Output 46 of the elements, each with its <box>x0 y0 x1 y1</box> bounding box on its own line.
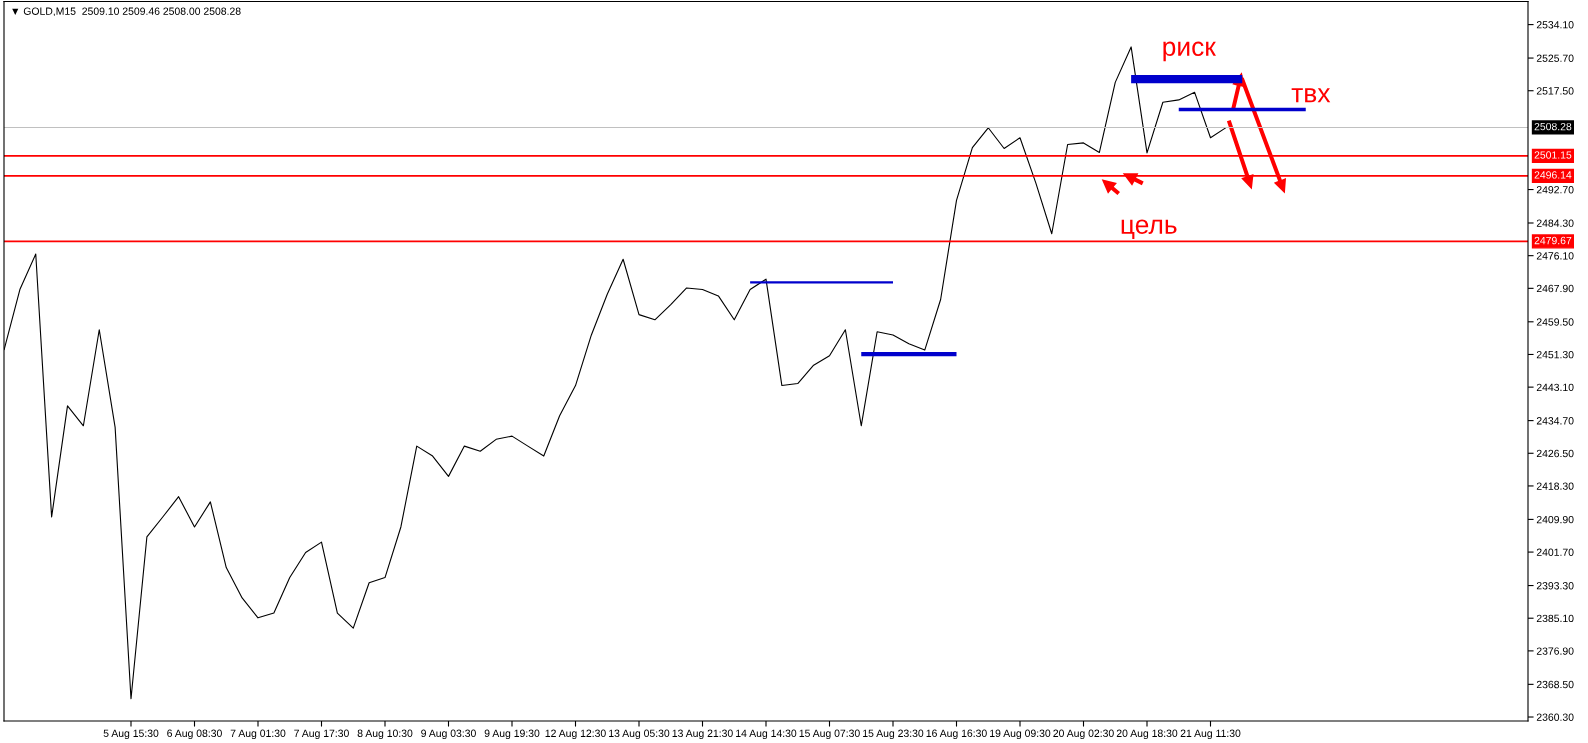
x-tick-label: 21 Aug 11:30 <box>1180 729 1241 740</box>
y-tick-label: 2476.10 <box>1536 252 1574 260</box>
y-tick-label: 2409.90 <box>1536 515 1574 524</box>
y-tick-label: 2492.70 <box>1536 186 1574 194</box>
y-tick-label: 2484.30 <box>1536 219 1574 227</box>
x-tick-label: 7 Aug 17:30 <box>294 729 349 740</box>
y-tick-label: 2393.30 <box>1536 582 1574 590</box>
x-tick-label: 13 Aug 21:30 <box>672 729 733 740</box>
x-tick-label: 14 Aug 14:30 <box>736 729 797 740</box>
x-tick-label: 8 Aug 10:30 <box>357 729 413 740</box>
x-tick-label: 9 Aug 03:30 <box>421 729 476 740</box>
ref-line-label: 2508.28 <box>1534 122 1572 131</box>
x-tick-label: 20 Aug 02:30 <box>1053 729 1114 740</box>
x-tick-label: 13 Aug 05:30 <box>609 729 670 740</box>
y-tick-label: 2418.30 <box>1536 482 1574 490</box>
x-tick-label: 5 Aug 15:30 <box>103 729 159 740</box>
y-tick-label: 2434.70 <box>1536 417 1574 425</box>
ref-line-label: 2501.15 <box>1534 151 1572 159</box>
x-tick-label: 20 Aug 18:30 <box>1116 729 1178 740</box>
y-tick-label: 2467.90 <box>1536 284 1574 293</box>
y-tick-label: 2525.70 <box>1536 54 1574 62</box>
x-tick-label: 9 Aug 19:30 <box>484 729 540 740</box>
x-tick-label: 15 Aug 23:30 <box>863 729 924 740</box>
y-tick-label: 2426.50 <box>1536 449 1574 458</box>
x-tick-label: 15 Aug 07:30 <box>799 729 860 740</box>
annotation: цель <box>1121 219 1177 239</box>
y-tick-label: 2534.10 <box>1536 21 1574 29</box>
y-tick-label: 2376.90 <box>1536 647 1574 655</box>
y-tick-label: 2459.50 <box>1536 318 1574 326</box>
annotation: риск <box>1163 41 1216 62</box>
y-tick-label: 2517.50 <box>1536 87 1574 95</box>
x-tick-label: 16 Aug 16:30 <box>926 729 987 740</box>
y-tick-label: 2401.70 <box>1536 548 1574 556</box>
y-tick-label: 2451.30 <box>1536 350 1574 359</box>
ref-line-label: 2479.67 <box>1534 236 1572 245</box>
y-tick-label: 2443.10 <box>1536 383 1574 392</box>
ref-line-label: 2496.14 <box>1534 171 1572 179</box>
x-tick-label: 12 Aug 12:30 <box>545 729 606 740</box>
annotation: твх <box>1291 88 1331 103</box>
chart-title: ▼ GOLD,M15 2509.10 2509.46 2508.00 2508.28 <box>12 7 241 17</box>
x-tick-label: 6 Aug 08:30 <box>167 729 222 740</box>
x-tick-label: 19 Aug 09:30 <box>990 729 1051 740</box>
y-tick-label: 2368.50 <box>1536 680 1574 689</box>
y-tick-label: 2385.10 <box>1536 614 1574 623</box>
y-tick-label: 2360.30 <box>1536 713 1574 721</box>
x-tick-label: 7 Aug 01:30 <box>230 729 286 740</box>
